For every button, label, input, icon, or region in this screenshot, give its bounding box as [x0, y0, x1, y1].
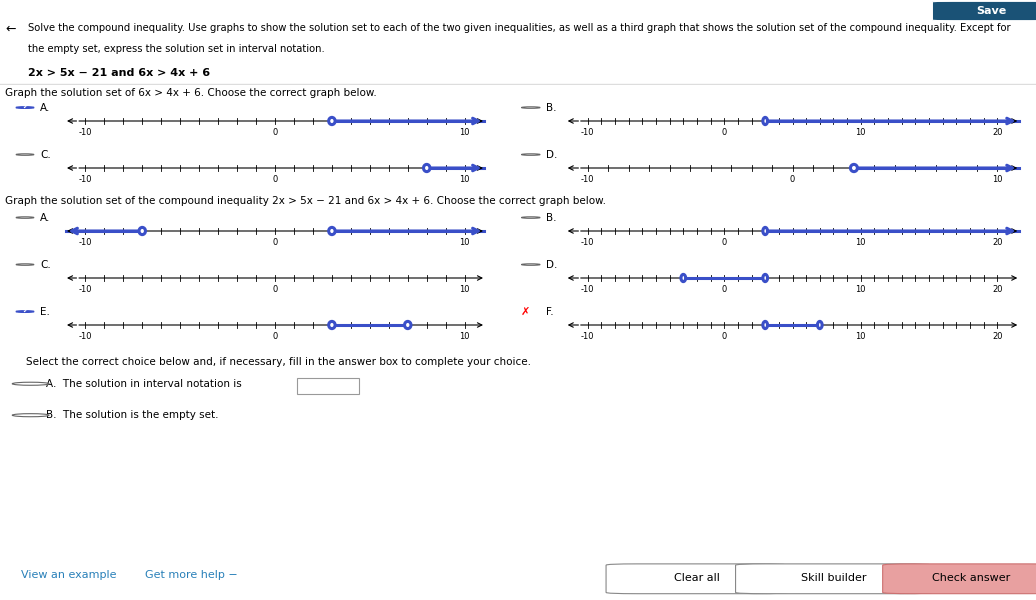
Text: 0: 0 [722, 285, 727, 294]
Circle shape [16, 154, 34, 155]
Text: -10: -10 [79, 175, 92, 184]
Text: 10: 10 [856, 238, 866, 247]
Text: ✔: ✔ [23, 105, 28, 110]
Circle shape [521, 107, 540, 109]
Text: 0: 0 [272, 332, 278, 341]
Circle shape [521, 217, 540, 218]
Text: F.: F. [546, 307, 554, 317]
Text: View an example: View an example [21, 570, 116, 580]
Circle shape [16, 311, 34, 313]
Text: ○  Points: 0 of 3: ○ Points: 0 of 3 [528, 6, 611, 16]
Text: C.: C. [40, 149, 51, 160]
Text: 20: 20 [992, 128, 1003, 137]
Text: -10: -10 [79, 238, 92, 247]
Circle shape [762, 118, 768, 125]
Text: B.  The solution is the empty set.: B. The solution is the empty set. [46, 410, 219, 420]
Text: ✗: ✗ [520, 307, 529, 317]
Circle shape [681, 274, 686, 281]
Text: 0: 0 [722, 238, 727, 247]
Circle shape [12, 382, 49, 385]
Text: A.: A. [40, 103, 51, 113]
Text: 0: 0 [272, 285, 278, 294]
Circle shape [16, 264, 34, 265]
Circle shape [16, 107, 34, 109]
Text: HW: HW [10, 6, 32, 16]
Text: Graph the solution set of the compound inequality 2x > 5x − 21 and 6x > 4x + 6. : Graph the solution set of the compound i… [5, 196, 606, 206]
Text: 2x > 5x − 21 and 6x > 4x + 6: 2x > 5x − 21 and 6x > 4x + 6 [28, 68, 209, 78]
Text: 10: 10 [459, 175, 470, 184]
Text: 20: 20 [992, 285, 1003, 294]
Text: 0: 0 [272, 238, 278, 247]
FancyBboxPatch shape [736, 564, 932, 594]
Text: -10: -10 [581, 128, 595, 137]
Text: the empty set, express the solution set in interval notation.: the empty set, express the solution set … [28, 44, 324, 54]
Text: 0: 0 [789, 175, 795, 184]
Text: 10: 10 [459, 332, 470, 341]
Text: -10: -10 [79, 285, 92, 294]
Text: 0: 0 [722, 128, 727, 137]
Text: B.: B. [546, 103, 557, 113]
Text: -10: -10 [581, 238, 595, 247]
Text: Part 4 of 4: Part 4 of 4 [387, 6, 441, 16]
Circle shape [328, 322, 335, 329]
Text: 10: 10 [459, 238, 470, 247]
Text: Select the correct choice below and, if necessary, fill in the answer box to com: Select the correct choice below and, if … [26, 356, 530, 367]
Circle shape [521, 264, 540, 265]
Circle shape [424, 164, 430, 172]
Text: Solve the compound inequality. Use graphs to show the solution set to each of th: Solve the compound inequality. Use graph… [28, 23, 1010, 33]
Text: A.  The solution in interval notation is: A. The solution in interval notation is [46, 379, 241, 389]
Circle shape [762, 322, 768, 329]
Text: 10: 10 [856, 332, 866, 341]
Text: ←: ← [5, 23, 16, 36]
Circle shape [762, 227, 768, 235]
Text: E.: E. [40, 307, 50, 317]
Text: B.: B. [546, 212, 557, 223]
Circle shape [328, 118, 335, 125]
Text: A.: A. [40, 212, 51, 223]
Text: 20: 20 [992, 238, 1003, 247]
Text: 20: 20 [992, 332, 1003, 341]
Text: Check answer: Check answer [931, 573, 1010, 583]
Text: -10: -10 [581, 332, 595, 341]
Text: -10: -10 [581, 175, 595, 184]
FancyBboxPatch shape [297, 378, 358, 394]
FancyBboxPatch shape [883, 564, 1036, 594]
Text: -10: -10 [581, 285, 595, 294]
Text: 0: 0 [272, 128, 278, 137]
Text: Graph the solution set of 6x > 4x + 6. Choose the correct graph below.: Graph the solution set of 6x > 4x + 6. C… [5, 88, 377, 98]
Text: 10: 10 [856, 285, 866, 294]
Text: ✔: ✔ [23, 309, 28, 314]
Circle shape [12, 413, 49, 417]
Text: 10: 10 [459, 285, 470, 294]
Text: -10: -10 [79, 332, 92, 341]
Circle shape [762, 274, 768, 281]
FancyBboxPatch shape [932, 1, 1036, 20]
Text: Skill builder: Skill builder [801, 573, 867, 583]
Circle shape [404, 322, 411, 329]
Circle shape [817, 322, 823, 329]
Text: D.: D. [546, 149, 557, 160]
Circle shape [16, 217, 34, 218]
Circle shape [139, 227, 145, 235]
Circle shape [521, 154, 540, 155]
Circle shape [328, 227, 335, 235]
Text: 0: 0 [272, 175, 278, 184]
Text: C.: C. [40, 260, 51, 269]
Text: 10: 10 [992, 175, 1003, 184]
Text: 10: 10 [856, 128, 866, 137]
Text: Clear all: Clear all [674, 573, 720, 583]
Text: ❮: ❮ [388, 5, 399, 16]
Text: D.: D. [546, 260, 557, 269]
Text: ❯: ❯ [430, 5, 440, 16]
Text: Get more help −: Get more help − [145, 570, 238, 580]
Text: 0: 0 [722, 332, 727, 341]
Text: Save: Save [976, 6, 1007, 16]
Text: -10: -10 [79, 128, 92, 137]
Circle shape [851, 164, 858, 172]
FancyBboxPatch shape [606, 564, 787, 594]
Text: 10: 10 [459, 128, 470, 137]
